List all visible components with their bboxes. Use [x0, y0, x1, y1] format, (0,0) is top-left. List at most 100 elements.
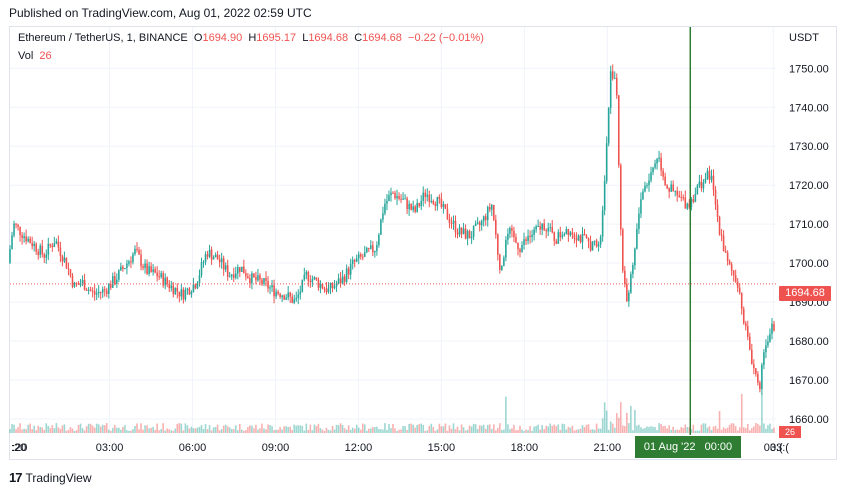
- volume-bar: [706, 427, 709, 433]
- candle-body: [622, 229, 624, 271]
- candle-body: [323, 288, 326, 290]
- candle-body: [162, 273, 164, 286]
- volume-bar: [547, 426, 550, 433]
- candle-body: [218, 259, 221, 263]
- candle-body: [458, 227, 461, 235]
- time-tick-label: 06:00: [179, 442, 207, 454]
- candle-body: [555, 240, 558, 244]
- candle-body: [134, 248, 136, 255]
- volume-bar: [736, 430, 739, 433]
- volume-bar: [162, 423, 164, 433]
- candle-body: [65, 257, 68, 269]
- time-tick-label: 21:00: [594, 442, 622, 454]
- volume-bar: [243, 430, 245, 433]
- volume-bar: [120, 429, 122, 433]
- currency-label: USDT: [789, 32, 819, 44]
- volume-bar: [285, 426, 287, 433]
- change-value: −0.22 (−0.01%): [408, 32, 484, 44]
- volume-bar: [136, 423, 138, 433]
- candle-body: [27, 238, 29, 242]
- candle-body: [676, 190, 679, 196]
- volume-bar: [716, 428, 719, 433]
- time-tick-label: 03:(: [764, 442, 783, 454]
- candle-body: [329, 283, 332, 289]
- candle-body: [547, 227, 550, 232]
- candle-body: [720, 234, 723, 236]
- volume-bar: [432, 426, 435, 433]
- candle-body: [410, 203, 412, 210]
- volume-bar: [535, 425, 537, 433]
- volume-bar: [212, 427, 215, 433]
- volume-bar: [142, 429, 144, 433]
- volume-bar: [410, 423, 412, 433]
- volume-bar: [265, 429, 267, 433]
- candle-body: [490, 204, 493, 210]
- volume-bar: [436, 429, 439, 433]
- candle-body: [668, 188, 670, 192]
- volume-bar: [599, 428, 602, 433]
- candle-body: [170, 285, 173, 289]
- volume-bar: [398, 429, 400, 433]
- volume-bar: [186, 425, 189, 433]
- candle-body: [501, 265, 503, 270]
- volume-bar: [41, 427, 44, 433]
- volume-bar: [164, 430, 167, 433]
- time-tick-label: 12:00: [345, 442, 373, 454]
- candle-body: [297, 294, 300, 298]
- volume-bar: [497, 428, 499, 433]
- volume-bar: [628, 423, 630, 433]
- volume-bar: [59, 428, 62, 433]
- volume-bar: [210, 430, 213, 433]
- volume-bar: [474, 424, 477, 433]
- candle-body: [638, 213, 640, 229]
- volume-bar: [128, 430, 130, 433]
- volume-bar: [378, 428, 380, 433]
- candle-body: [9, 249, 11, 264]
- candle-body: [603, 181, 606, 211]
- candle-body: [484, 216, 487, 221]
- candle-body: [190, 292, 193, 295]
- volume-bar: [343, 428, 346, 433]
- volume-bar: [329, 430, 332, 433]
- candle-body: [422, 192, 425, 201]
- volume-bar: [428, 425, 431, 433]
- candle-body: [696, 185, 699, 195]
- candle-body: [289, 292, 291, 297]
- volume-bar: [287, 426, 289, 433]
- volume-label: Vol: [18, 50, 34, 62]
- time-tick-label: :20: [12, 442, 27, 454]
- candle-body: [341, 276, 344, 284]
- volume-bar: [603, 402, 606, 433]
- candle-body: [359, 254, 362, 257]
- volume-bar: [644, 427, 646, 433]
- volume-bar: [549, 423, 552, 433]
- candle-body: [305, 272, 308, 275]
- candle-body: [718, 216, 721, 235]
- volume-bar: [470, 426, 473, 433]
- price-tick-label: 1730.00: [789, 141, 829, 153]
- volume-bar: [632, 430, 634, 433]
- candle-body: [291, 296, 294, 303]
- volume-bar: [708, 426, 711, 433]
- volume-bar: [501, 430, 503, 433]
- candle-body: [370, 245, 372, 249]
- volume-bar: [718, 410, 721, 433]
- volume-bar: [21, 429, 23, 433]
- candle-body: [753, 364, 755, 369]
- volume-bar: [255, 424, 257, 433]
- candle-body: [456, 232, 459, 235]
- candle-body: [138, 249, 140, 255]
- volume-bar: [9, 429, 11, 433]
- high-value: 1695.17: [256, 32, 297, 44]
- chart-frame[interactable]: [9, 26, 837, 460]
- candle-body: [311, 279, 314, 283]
- volume-bar: [178, 423, 181, 433]
- volume-bar: [49, 428, 52, 433]
- candle-body: [208, 249, 211, 257]
- candle-body: [85, 289, 88, 291]
- footer-brand[interactable]: 17 TradingView: [9, 470, 92, 485]
- volume-bar: [281, 429, 283, 433]
- volume-bar: [765, 428, 767, 433]
- volume-bar: [43, 429, 46, 433]
